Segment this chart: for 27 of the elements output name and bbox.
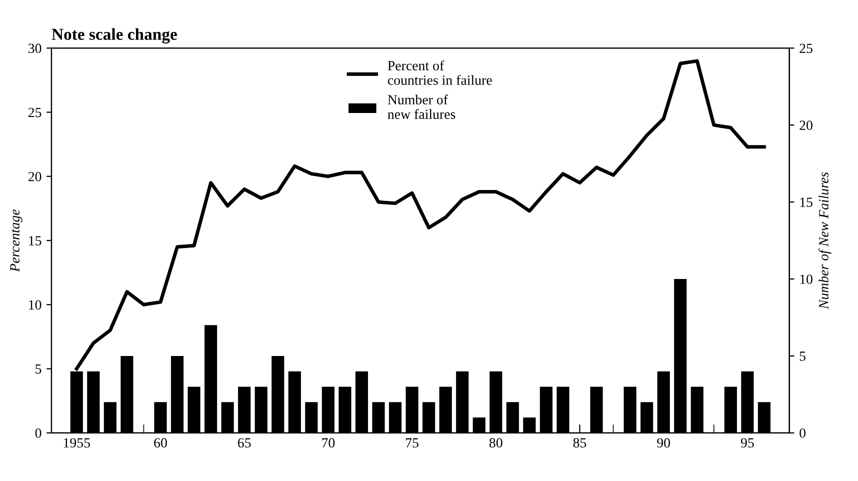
y2-tick-label: 10 [800, 274, 812, 284]
y2-tick-label: 0 [800, 428, 806, 438]
y-tick-label: 5 [36, 364, 42, 374]
x-tick-label: 80 [489, 438, 502, 448]
y2-tick-label: 15 [800, 198, 812, 207]
y2-tick-label: 20 [800, 120, 812, 130]
x-tick-label: 70 [322, 438, 335, 448]
y-tick-label: 10 [29, 300, 42, 310]
x-tick-label: 95 [740, 438, 754, 448]
x-tick-label: 90 [657, 438, 670, 448]
y-tick-label: 25 [28, 108, 42, 118]
x-tick-label: 60 [154, 438, 167, 448]
y-axis-title: Percentage [10, 209, 22, 272]
y2-tick-label: 5 [800, 352, 806, 361]
y-tick-label: 20 [28, 172, 42, 182]
x-tick-label: 65 [238, 438, 251, 448]
y2-tick-label: 25 [800, 44, 812, 54]
y-tick-label: 30 [28, 44, 42, 54]
chart-title: Note scale change [52, 28, 177, 44]
x-tick-label: 1955 [64, 438, 90, 448]
y2-axis-title: Number of New Failures [818, 172, 832, 310]
legend-label: Percent of countries in failure [388, 60, 492, 85]
y-tick-label: 0 [35, 428, 42, 438]
y-tick-label: 15 [29, 236, 42, 246]
x-tick-label: 75 [406, 438, 418, 448]
legend-label: Number of new failures [388, 94, 456, 119]
x-tick-label: 85 [573, 438, 586, 448]
